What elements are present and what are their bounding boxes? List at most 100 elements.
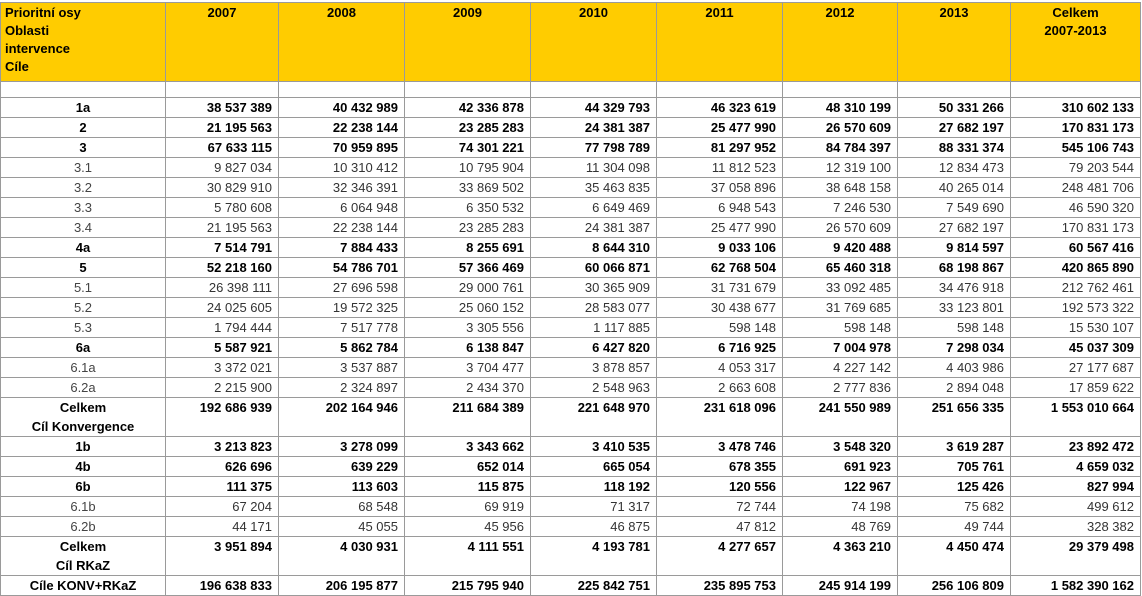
value-cell: 71 317 [530, 496, 657, 517]
row-label: 6.2b [0, 516, 166, 537]
cell-line: 2010 [579, 5, 608, 20]
row-label: 3.3 [0, 197, 166, 218]
value-cell: 40 432 989 [278, 97, 405, 118]
value-cell: 6 138 847 [404, 337, 531, 358]
value-cell: 25 060 152 [404, 297, 531, 318]
value-cell: 827 994 [1010, 476, 1141, 497]
value-cell: 9 033 106 [656, 237, 783, 258]
value-cell: 37 058 896 [656, 177, 783, 198]
value-cell: 26 398 111 [165, 277, 279, 298]
row-label: 6.2a [0, 377, 166, 398]
value-cell: 19 572 325 [278, 297, 405, 318]
data-row: 6.2a 2 215 900 2 324 897 2 434 370 2 548 963… [0, 377, 1141, 398]
value-cell: 691 923 [782, 456, 898, 477]
cell-line: Oblasti [5, 23, 50, 38]
cell-line: 6.1a [70, 360, 96, 375]
value-cell: 3 410 535 [530, 436, 657, 457]
data-row: 4a 7 514 791 7 884 433 8 255 691 8 644 310 9 … [0, 237, 1141, 258]
value-cell: 46 590 320 [1010, 197, 1141, 218]
value-cell: 115 875 [404, 476, 531, 497]
value-cell: 545 106 743 [1010, 137, 1141, 158]
value-cell: 68 198 867 [897, 257, 1011, 278]
value-cell: 48 310 199 [782, 97, 898, 118]
header-row: Prioritní osy Oblasti intervence Cíle 2007 20… [0, 2, 1141, 82]
value-cell: 60 066 871 [530, 257, 657, 278]
value-cell: 120 556 [656, 476, 783, 497]
value-cell: 33 123 801 [897, 297, 1011, 318]
value-cell: 7 004 978 [782, 337, 898, 358]
value-cell: 3 278 099 [278, 436, 405, 457]
value-cell: 27 696 598 [278, 277, 405, 298]
value-cell: 231 618 096 [656, 397, 783, 437]
row-label: 3.2 [0, 177, 166, 198]
value-cell: 44 329 793 [530, 97, 657, 118]
row-label: 6.1a [0, 357, 166, 378]
cell-line: 6b [75, 479, 91, 494]
data-row: 5 52 218 160 54 786 701 57 366 469 60 066 87… [0, 257, 1141, 278]
data-row: 1b 3 213 823 3 278 099 3 343 662 3 410 535 3 … [0, 436, 1141, 457]
data-row: 3.2 30 829 910 32 346 391 33 869 502 35 463 … [0, 177, 1141, 198]
value-cell: 245 914 199 [782, 575, 898, 596]
value-cell: 225 842 751 [530, 575, 657, 596]
header-cell: 2012 [782, 2, 898, 82]
value-cell: 1 582 390 162 [1010, 575, 1141, 596]
value-cell: 652 014 [404, 456, 531, 477]
data-row: Celkem Cíl RKaZ 3 951 894 4 030 931 4 111 55… [0, 536, 1141, 576]
header-cell: 2008 [278, 2, 405, 82]
value-cell: 3 548 320 [782, 436, 898, 457]
value-cell: 74 301 221 [404, 137, 531, 158]
value-cell: 6 064 948 [278, 197, 405, 218]
value-cell: 665 054 [530, 456, 657, 477]
data-row: 6.2b 44 171 45 055 45 956 46 875 47 812 48 769… [0, 516, 1141, 537]
value-cell: 30 829 910 [165, 177, 279, 198]
value-cell: 3 537 887 [278, 357, 405, 378]
value-cell: 6 649 469 [530, 197, 657, 218]
value-cell: 113 603 [278, 476, 405, 497]
cell-line: Cíle [5, 59, 29, 74]
data-row: 2 21 195 563 22 238 144 23 285 283 24 381 38… [0, 117, 1141, 138]
value-cell: 69 919 [404, 496, 531, 517]
row-label: 5 [0, 257, 166, 278]
value-cell: 7 246 530 [782, 197, 898, 218]
value-cell: 10 310 412 [278, 157, 405, 178]
value-cell: 248 481 706 [1010, 177, 1141, 198]
empty-cell [1010, 81, 1141, 98]
value-cell: 5 587 921 [165, 337, 279, 358]
row-label: 6a [0, 337, 166, 358]
value-cell: 30 365 909 [530, 277, 657, 298]
value-cell: 40 265 014 [897, 177, 1011, 198]
cell-line: 2008 [327, 5, 356, 20]
cell-line: 2012 [825, 5, 855, 20]
value-cell: 5 780 608 [165, 197, 279, 218]
value-cell: 74 198 [782, 496, 898, 517]
value-cell: 221 648 970 [530, 397, 657, 437]
value-cell: 32 346 391 [278, 177, 405, 198]
data-row: 5.3 1 794 444 7 517 778 3 305 556 1 117 885 5… [0, 317, 1141, 338]
value-cell: 84 784 397 [782, 137, 898, 158]
cell-line: 2009 [453, 5, 482, 20]
row-label: 6b [0, 476, 166, 497]
value-cell: 22 238 144 [278, 217, 405, 238]
value-cell: 215 795 940 [404, 575, 531, 596]
value-cell: 4 193 781 [530, 536, 657, 576]
value-cell: 8 644 310 [530, 237, 657, 258]
value-cell: 38 537 389 [165, 97, 279, 118]
cell-line: 4b [75, 459, 91, 474]
cell-line: Prioritní osy [5, 5, 81, 20]
value-cell: 9 420 488 [782, 237, 898, 258]
value-cell: 54 786 701 [278, 257, 405, 278]
value-cell: 15 530 107 [1010, 317, 1141, 338]
value-cell: 24 381 387 [530, 117, 657, 138]
value-cell: 24 025 605 [165, 297, 279, 318]
value-cell: 3 372 021 [165, 357, 279, 378]
value-cell: 25 477 990 [656, 217, 783, 238]
value-cell: 1 117 885 [530, 317, 657, 338]
cell-line: 6.2b [70, 519, 96, 534]
value-cell: 35 463 835 [530, 177, 657, 198]
value-cell: 31 731 679 [656, 277, 783, 298]
value-cell: 2 777 836 [782, 377, 898, 398]
cell-line: 6a [75, 340, 91, 355]
value-cell: 7 298 034 [897, 337, 1011, 358]
value-cell: 4 030 931 [278, 536, 405, 576]
